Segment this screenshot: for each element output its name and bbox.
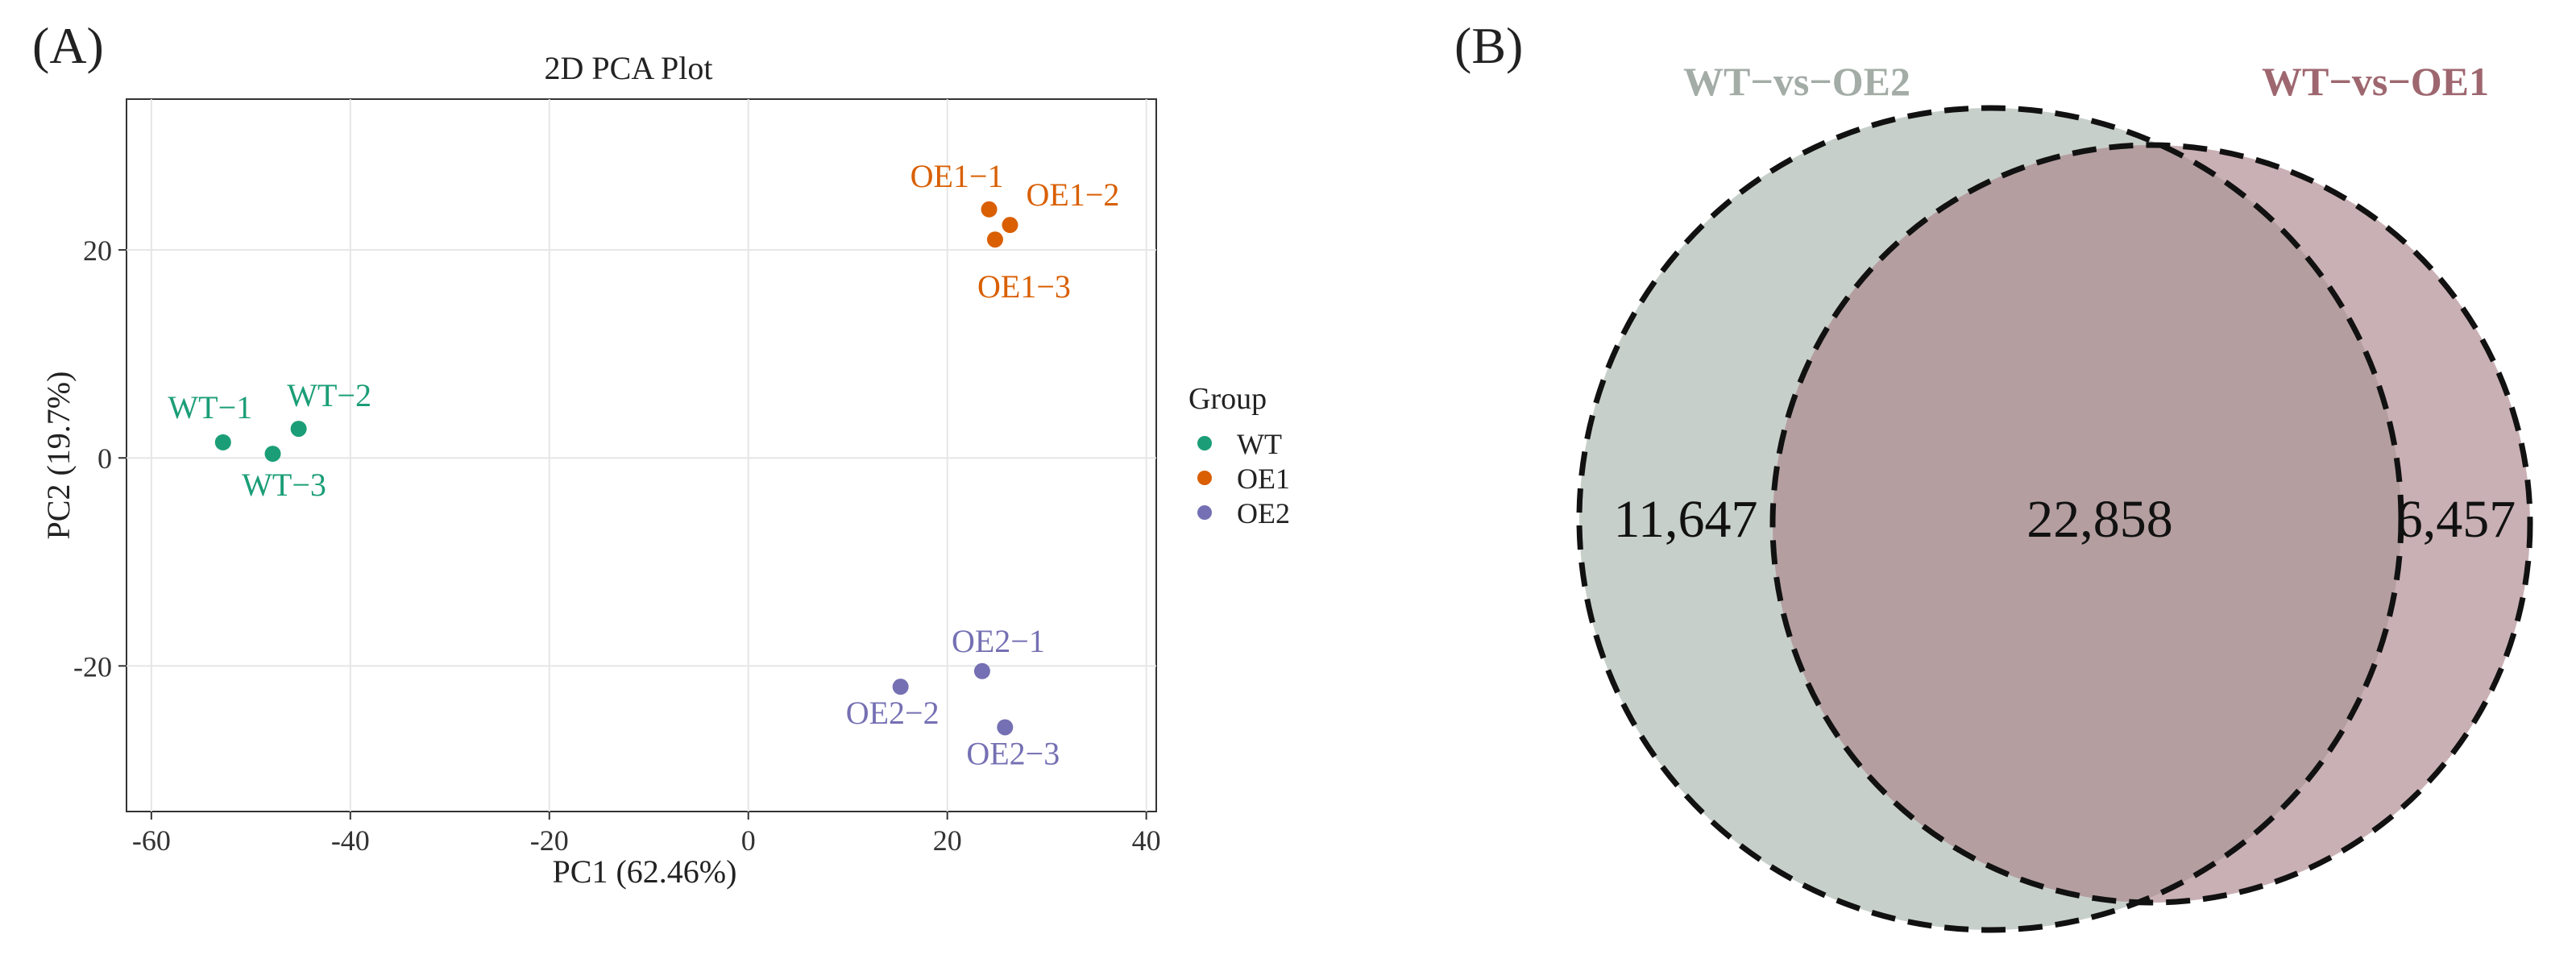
pca-points: WT−1 WT−2 WT−3 OE1−1 OE1−2 OE1−3 OE2−1 OE2−2 OE2…	[168, 158, 1119, 772]
point-label: OE2−2	[846, 695, 940, 731]
pca-y-axis-label: PC2 (19.7%)	[40, 372, 77, 540]
pca-gridlines	[127, 99, 1156, 812]
pca-title: 2D PCA Plot	[545, 50, 713, 86]
y-tick-label: 0	[97, 442, 112, 475]
venn-count-intersection: 22,858	[2026, 490, 2173, 549]
x-tick-label: -60	[132, 824, 171, 857]
y-tick-label: -20	[73, 650, 112, 683]
x-tick-label: 20	[933, 824, 962, 857]
legend-title: Group	[1188, 382, 1267, 416]
point-wt	[214, 434, 231, 450]
pca-ticks: -60 -40 -20 0 20 40 -20 0 20	[73, 235, 1161, 857]
pca-x-axis-label: PC1 (62.46%)	[553, 853, 737, 890]
y-tick-label: 20	[83, 235, 112, 267]
x-tick-label: 40	[1132, 824, 1161, 857]
point-oe2	[892, 679, 909, 695]
x-tick-label: -20	[530, 824, 569, 857]
legend-swatch-oe2	[1197, 505, 1212, 520]
point-oe1	[986, 231, 1003, 248]
venn-count-wt-vs-oe1-only: 6,457	[2396, 490, 2516, 549]
venn-circle-wt-vs-oe1	[1773, 145, 2530, 903]
venn-outline-wt-vs-oe1	[1769, 142, 2533, 906]
legend-label-wt: WT	[1237, 428, 1282, 460]
point-wt	[290, 421, 307, 438]
legend-label-oe1: OE1	[1237, 463, 1290, 495]
venn-label-wt-vs-oe1: WT−vs−OE1	[2262, 59, 2489, 104]
point-oe1	[981, 201, 998, 218]
x-tick-label: 0	[741, 824, 756, 857]
panel-a-label: (A)	[32, 17, 104, 74]
point-label: WT−2	[287, 377, 371, 413]
point-label: OE1−1	[911, 158, 1004, 194]
pca-panel	[126, 98, 1157, 812]
legend-swatch-oe1	[1197, 471, 1212, 485]
legend-swatch-wt	[1197, 436, 1212, 450]
point-oe2	[973, 662, 990, 679]
venn-outline-wt-vs-oe2	[1576, 105, 2404, 933]
legend-label-oe2: OE2	[1237, 497, 1290, 529]
point-label: OE2−1	[952, 623, 1045, 659]
point-label: OE2−3	[966, 735, 1060, 771]
x-tick-label: -40	[331, 824, 370, 857]
panel-b-label: (B)	[1454, 17, 1523, 74]
venn-diagram: WT−vs−OE2 WT−vs−OE1 11,647 22,858 6,457	[1576, 59, 2533, 933]
point-oe1	[1002, 217, 1018, 234]
point-oe2	[997, 719, 1014, 736]
venn-label-wt-vs-oe2: WT−vs−OE2	[1683, 59, 1910, 104]
point-label: WT−3	[242, 467, 326, 503]
point-wt	[264, 446, 281, 463]
venn-count-wt-vs-oe2-only: 11,647	[1613, 490, 1757, 549]
point-label: OE1−2	[1027, 176, 1120, 213]
point-label: WT−1	[168, 389, 252, 426]
point-label: OE1−3	[977, 268, 1071, 305]
